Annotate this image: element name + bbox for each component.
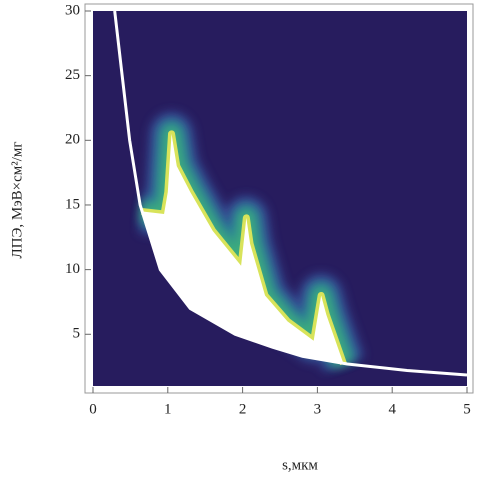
lower-edge [113, 11, 467, 377]
y-tick-label: 25 [65, 67, 80, 83]
x-tick-label: 0 [89, 401, 97, 417]
plot-area [93, 11, 467, 386]
x-axis-label: s,мкм [282, 457, 318, 473]
frame [84, 3, 474, 394]
region [140, 133, 348, 365]
y-tick-label: 10 [65, 261, 80, 277]
y-tick-label: 5 [73, 326, 81, 342]
y-tick-label: 30 [65, 2, 80, 18]
x-tick-label: 4 [388, 401, 396, 417]
y-axis-label: ЛПЭ, МэВ×см²/мг [9, 141, 25, 258]
x-tick-label: 5 [463, 401, 471, 417]
x-tick-label: 3 [314, 401, 322, 417]
x-tick-label: 1 [164, 401, 172, 417]
x-tick-label: 2 [239, 401, 247, 417]
y-tick-label: 20 [65, 132, 80, 148]
y-tick-label: 15 [65, 196, 80, 212]
